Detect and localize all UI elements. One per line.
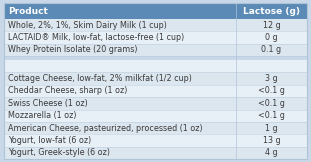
Bar — [4, 122, 307, 134]
Text: 0 g: 0 g — [265, 33, 278, 42]
Text: <0.1 g: <0.1 g — [258, 87, 285, 96]
Text: 0.1 g: 0.1 g — [261, 45, 281, 54]
Bar — [4, 97, 307, 110]
Text: Swiss Cheese (1 oz): Swiss Cheese (1 oz) — [8, 99, 88, 108]
Text: 4 g: 4 g — [265, 148, 278, 157]
Bar — [4, 31, 307, 44]
Text: 1 g: 1 g — [265, 124, 278, 133]
Text: 3 g: 3 g — [265, 74, 278, 83]
Text: 13 g: 13 g — [262, 136, 280, 145]
Text: Whey Protein Isolate (20 grams): Whey Protein Isolate (20 grams) — [8, 45, 137, 54]
Text: Lactose (g): Lactose (g) — [243, 6, 300, 16]
Text: Mozzarella (1 oz): Mozzarella (1 oz) — [8, 111, 77, 120]
Text: LACTAID® Milk, low-fat, lactose-free (1 cup): LACTAID® Milk, low-fat, lactose-free (1 … — [8, 33, 184, 42]
Bar — [4, 60, 307, 72]
Text: <0.1 g: <0.1 g — [258, 99, 285, 108]
Bar — [4, 19, 307, 31]
Text: Yogurt, low-fat (6 oz): Yogurt, low-fat (6 oz) — [8, 136, 91, 145]
Text: Product: Product — [8, 6, 48, 16]
Bar — [4, 134, 307, 147]
Bar — [4, 85, 307, 97]
Text: Cheddar Cheese, sharp (1 oz): Cheddar Cheese, sharp (1 oz) — [8, 87, 128, 96]
Bar — [4, 3, 307, 19]
Text: 12 g: 12 g — [262, 21, 280, 30]
Text: Yogurt, Greek-style (6 oz): Yogurt, Greek-style (6 oz) — [8, 148, 110, 157]
Text: Cottage Cheese, low-fat, 2% milkfat (1/2 cup): Cottage Cheese, low-fat, 2% milkfat (1/2… — [8, 74, 192, 83]
Bar — [4, 72, 307, 85]
Bar — [4, 44, 307, 56]
Bar — [4, 147, 307, 159]
Text: American Cheese, pasteurized, processed (1 oz): American Cheese, pasteurized, processed … — [8, 124, 203, 133]
Bar — [4, 110, 307, 122]
Text: <0.1 g: <0.1 g — [258, 111, 285, 120]
Text: Whole, 2%, 1%, Skim Dairy Milk (1 cup): Whole, 2%, 1%, Skim Dairy Milk (1 cup) — [8, 21, 167, 30]
Bar — [4, 56, 307, 60]
